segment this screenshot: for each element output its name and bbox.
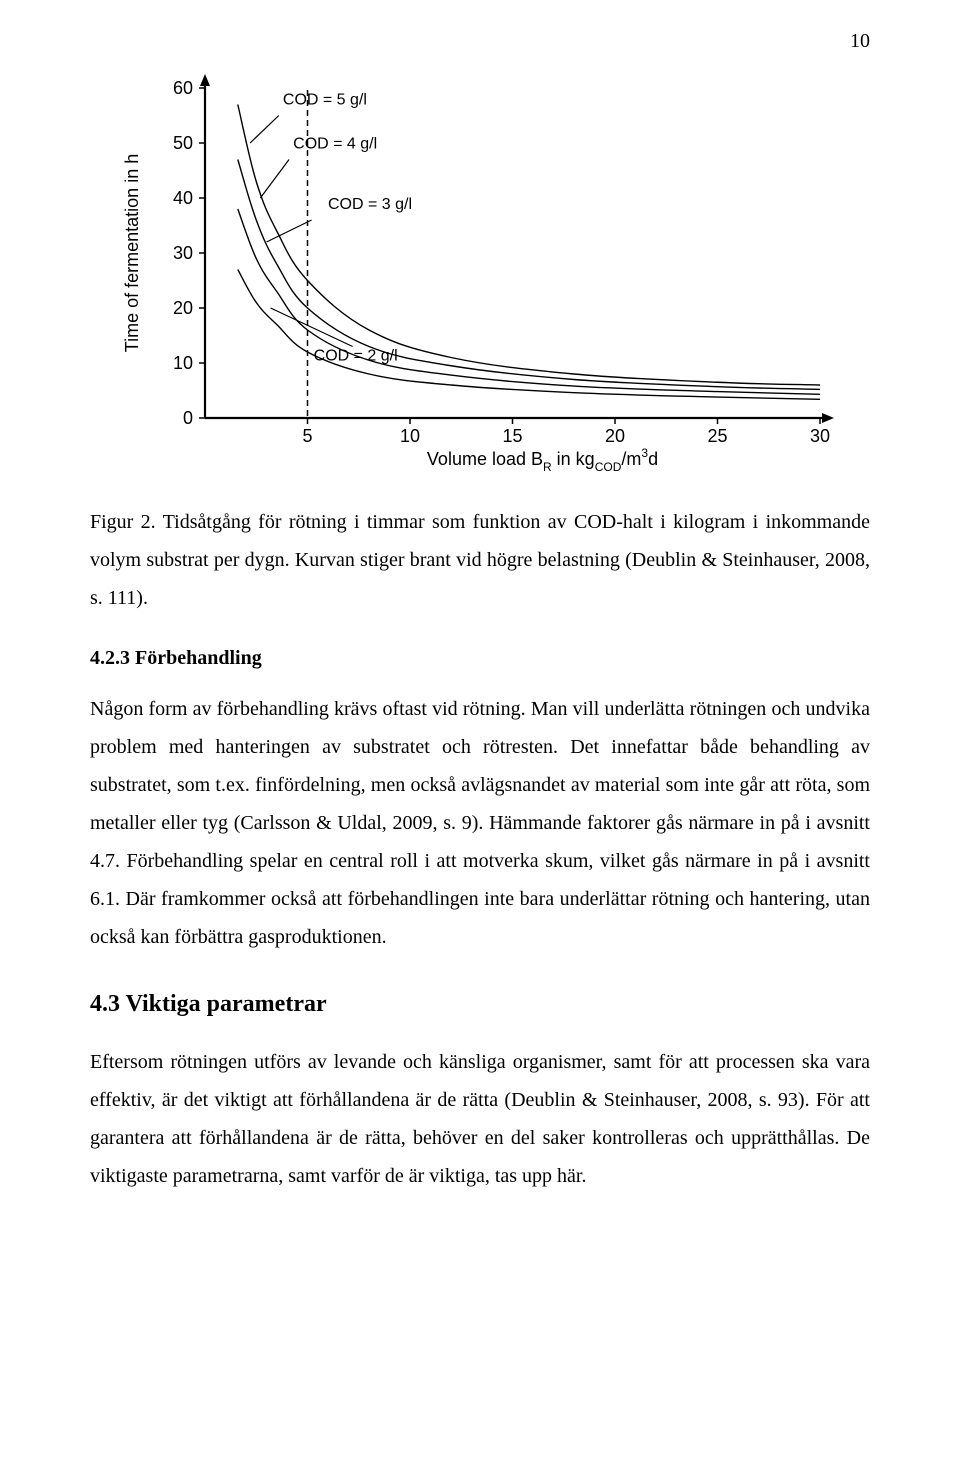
svg-text:60: 60 xyxy=(173,78,193,98)
svg-text:15: 15 xyxy=(502,426,522,446)
page-number: 10 xyxy=(90,30,870,53)
svg-text:Volume load BR in kgCOD/m3d: Volume load BR in kgCOD/m3d xyxy=(427,446,658,473)
figure-caption: Figur 2. Tidsåtgång för rötning i timmar… xyxy=(90,503,870,617)
svg-text:25: 25 xyxy=(707,426,727,446)
svg-text:10: 10 xyxy=(173,353,193,373)
svg-text:30: 30 xyxy=(173,243,193,263)
svg-text:0: 0 xyxy=(183,408,193,428)
paragraph-viktiga-parametrar: Eftersom rötningen utförs av levande och… xyxy=(90,1043,870,1195)
subheading-4-2-3: 4.2.3 Förbehandling xyxy=(90,647,870,670)
svg-text:40: 40 xyxy=(173,188,193,208)
svg-text:50: 50 xyxy=(173,133,193,153)
svg-text:5: 5 xyxy=(302,426,312,446)
svg-text:COD = 4 g/l: COD = 4 g/l xyxy=(293,136,377,153)
fermentation-chart: 0 10 20 30 40 50 60 5 10 15 20 25 30 Time of fermenta… xyxy=(120,73,840,473)
svg-text:Time of fermentation in h: Time of fermentation in h xyxy=(122,154,142,352)
svg-text:COD = 3 g/l: COD = 3 g/l xyxy=(328,196,412,213)
svg-text:COD = 2 g/l: COD = 2 g/l xyxy=(314,347,398,364)
section-heading-4-3: 4.3 Viktiga parametrar xyxy=(90,991,870,1018)
svg-text:10: 10 xyxy=(400,426,420,446)
paragraph-forbehandling: Någon form av förbehandling krävs oftast… xyxy=(90,690,870,956)
svg-text:COD = 5 g/l: COD = 5 g/l xyxy=(283,92,367,109)
svg-text:30: 30 xyxy=(810,426,830,446)
chart-svg: 0 10 20 30 40 50 60 5 10 15 20 25 30 Time of fermenta… xyxy=(120,73,840,473)
svg-text:20: 20 xyxy=(605,426,625,446)
page: 10 0 10 20 30 40 50 60 5 10 15 20 25 30 Time of ferme… xyxy=(0,0,960,1280)
svg-text:20: 20 xyxy=(173,298,193,318)
